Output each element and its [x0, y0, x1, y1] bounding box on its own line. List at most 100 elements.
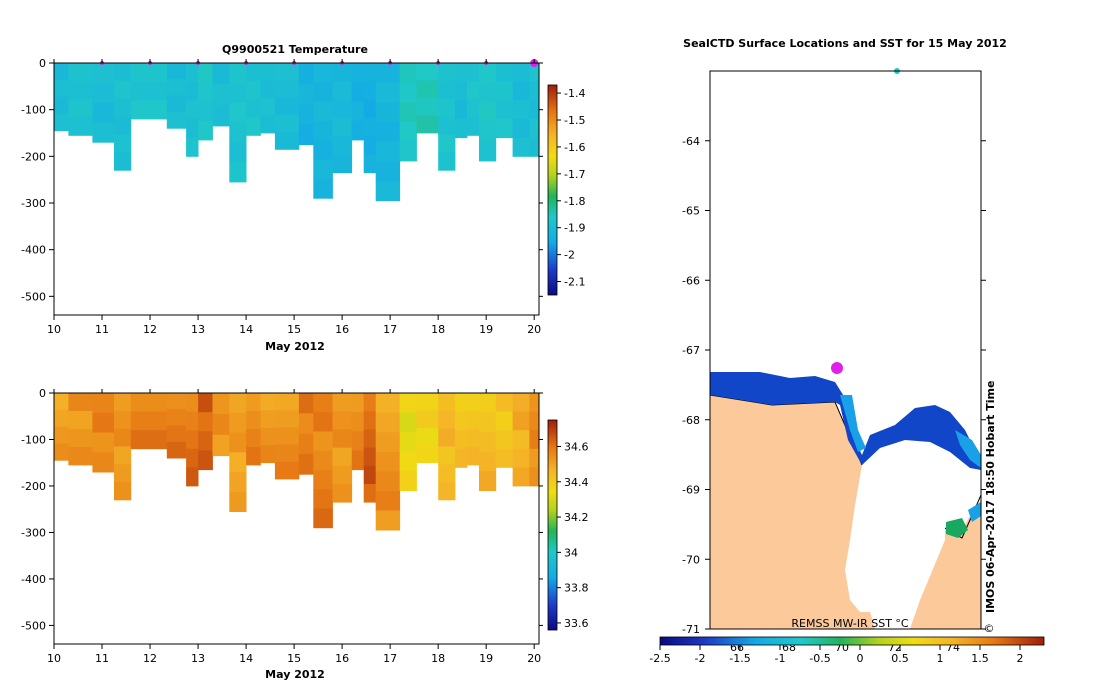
colorbar-tick-label: 33.8	[564, 582, 589, 595]
x-tick-label: 13	[191, 323, 205, 336]
x-tick-label: 18	[431, 323, 445, 336]
map-y-tick-label: -66	[682, 274, 700, 287]
profile-cell	[130, 81, 168, 101]
profile-cell	[529, 467, 540, 487]
profile-cell	[375, 393, 401, 413]
colorbar-tick-label: 34.4	[564, 476, 589, 489]
profile-cell	[186, 81, 199, 101]
profile-cell	[467, 63, 480, 82]
profile-cell	[68, 411, 93, 430]
profile-cell	[375, 510, 401, 531]
profile-cell	[467, 393, 480, 412]
profile-cell	[313, 159, 333, 180]
profile-cell	[229, 472, 247, 493]
profile-cell	[130, 63, 168, 83]
profile-cell	[260, 445, 276, 464]
map-y-tick-label: -69	[682, 484, 700, 497]
map-y-axis: -64 -65 -66 -67 -68 -69 -70 -71	[682, 135, 986, 636]
map-y-tick-label: -65	[682, 205, 700, 218]
profile-cell	[54, 393, 69, 411]
profile-cell	[512, 63, 530, 83]
profile-cell	[363, 484, 377, 503]
profile-cell	[274, 444, 300, 463]
x-tick-label: 12	[143, 652, 157, 665]
profile-cell	[479, 102, 497, 123]
y-tick-label: -200	[21, 480, 46, 493]
map-colorbar-ticks: -2.5 -2 -1.5 -1 -0.5 0 0.5 1 1.5 2	[649, 645, 1024, 665]
profile-cell	[479, 471, 497, 491]
profile-cell	[375, 82, 401, 103]
profile-cell	[229, 491, 247, 512]
x-tick-label: 10	[47, 652, 61, 665]
y-tick-label: -400	[21, 244, 46, 257]
profile-cell	[399, 82, 417, 103]
sst-green-patch	[946, 518, 968, 538]
profile-cell	[260, 393, 276, 411]
profile-cell	[495, 411, 513, 431]
profile-cell	[114, 63, 132, 82]
profile-cell	[130, 100, 168, 120]
profile-cell	[114, 116, 132, 135]
profile-cell	[375, 122, 401, 143]
x-tick-label: 11	[95, 323, 109, 336]
colorbar-tick-label: 34	[564, 546, 578, 559]
x-tick-label: 17	[383, 652, 397, 665]
profile-cell	[467, 81, 480, 100]
profile-cell	[467, 429, 480, 448]
profile-cell	[438, 152, 456, 171]
profile-cell	[332, 484, 353, 503]
profile-cell	[229, 63, 247, 84]
x-tick-label: 18	[431, 652, 445, 665]
profile-cell	[529, 393, 540, 412]
map-colorbar-tick-label: 1.5	[971, 652, 989, 665]
profile-cell	[260, 98, 276, 116]
profile-cell	[416, 63, 439, 81]
seal-surface-location	[831, 362, 843, 374]
profile-cell	[68, 81, 93, 100]
profile-cell	[495, 81, 513, 101]
profile-cell	[313, 140, 333, 160]
x-tick-label: 20	[527, 323, 541, 336]
temperature-x-label: May 2012	[265, 340, 325, 353]
y-tick-label: -100	[21, 104, 46, 117]
map-y-tick-label: -71	[682, 623, 700, 636]
profile-cell	[114, 410, 132, 429]
map-colorbar-tick-label: 0.5	[891, 652, 909, 665]
profile-cell	[529, 81, 540, 101]
profile-cell	[212, 393, 230, 415]
profile-cell	[438, 116, 456, 135]
profile-cell	[479, 451, 497, 472]
salinity-y-axis: 0 -100 -200 -300 -400 -500	[21, 387, 543, 632]
profile-cell	[438, 428, 456, 447]
profile-cell	[363, 393, 377, 412]
map-colorbar-tick-label: -1	[775, 652, 786, 665]
profile-cell	[512, 430, 530, 450]
profile-cell	[92, 82, 115, 103]
profile-cell	[455, 119, 468, 139]
profile-cell	[186, 393, 199, 412]
y-tick-label: -500	[21, 619, 46, 632]
salinity-panel: 10 11 12 13 14 15 16 17 18 19 20 0 -100 -200 -300 -400…	[21, 387, 588, 681]
profile-cell	[166, 393, 187, 410]
profile-cell	[313, 101, 333, 122]
profile-cell	[363, 154, 377, 174]
profile-cell	[186, 63, 199, 83]
profile-cell	[166, 79, 187, 96]
salinity-colorbar	[547, 419, 558, 631]
colorbar-tick-label: -2.1	[564, 276, 585, 289]
profile-cell	[114, 152, 132, 171]
profile-cell	[438, 63, 456, 82]
profile-cell	[438, 464, 456, 483]
profile-cell	[186, 411, 199, 431]
profile-cell	[375, 432, 401, 453]
profile-cell	[68, 117, 93, 136]
profile-cell	[130, 430, 168, 450]
profile-cell	[313, 470, 333, 490]
map-colorbar	[659, 636, 1045, 646]
profile-cell	[246, 81, 261, 100]
profile-cell	[479, 63, 497, 83]
profile-cell	[351, 450, 365, 471]
profile-cell	[363, 429, 377, 448]
salinity-plot-frame	[53, 392, 540, 645]
profile-cell	[114, 80, 132, 100]
